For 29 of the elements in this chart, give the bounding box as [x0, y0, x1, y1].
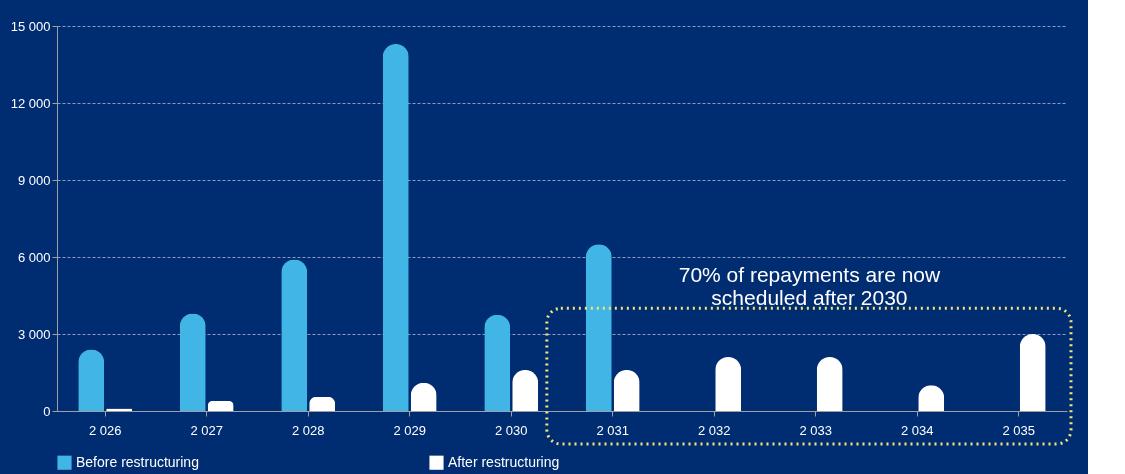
bar — [585, 244, 612, 411]
x-tick-label: 2 027 — [190, 422, 223, 438]
y-tick-label: 15 000 — [10, 18, 51, 34]
x-tick-label: 2 031 — [596, 422, 630, 438]
annotation: 70% of repayments are now scheduled after 2030 — [678, 263, 942, 310]
x-tick-label: 2 030 — [494, 422, 528, 438]
bar — [179, 313, 206, 411]
bar — [816, 357, 843, 411]
y-tick-label: 12 000 — [10, 95, 51, 111]
x-tick-label: 2 033 — [799, 422, 833, 438]
y-tick-label: 9 000 — [17, 172, 51, 188]
y-tick-label: 6 000 — [17, 249, 51, 265]
bar — [484, 314, 511, 411]
y-tick-label: 3 000 — [17, 326, 51, 342]
bar — [1019, 334, 1046, 411]
bar — [281, 259, 308, 411]
legend-label: After restructuring — [448, 453, 560, 470]
bar — [78, 349, 105, 411]
bar — [715, 357, 742, 411]
x-tick-label: 2 035 — [1002, 422, 1036, 438]
x-tick-label: 2 032 — [697, 422, 731, 438]
legend-label: Before restructuring — [76, 453, 199, 470]
x-tick-label: 2 034 — [901, 422, 934, 438]
bar — [382, 43, 409, 411]
y-tick-label: 0 — [43, 403, 51, 419]
x-tick-label: 2 028 — [291, 422, 325, 438]
x-tick-label: 2 026 — [88, 422, 122, 438]
bar — [207, 400, 234, 411]
x-tick-label: 2 029 — [393, 422, 427, 438]
